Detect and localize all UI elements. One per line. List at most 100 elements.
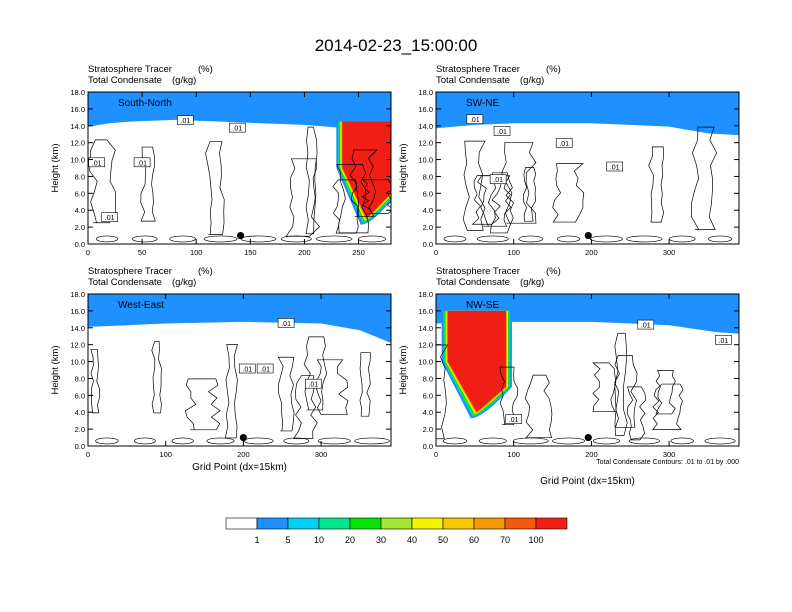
y-tick-label: 6.0 xyxy=(423,391,433,400)
contour-line xyxy=(354,437,390,445)
x-tick-label: 150 xyxy=(244,248,257,257)
contour-label: .01 xyxy=(256,363,274,374)
colorbar-box xyxy=(411,517,444,530)
contour-label-box xyxy=(555,138,573,148)
contour-line xyxy=(206,437,235,445)
contour-line xyxy=(512,437,549,445)
contour-label-text: .01 xyxy=(497,129,507,136)
contour-label-text: .01 xyxy=(181,118,191,125)
contour-line xyxy=(151,341,162,414)
contour-label-box xyxy=(88,157,105,168)
contour-label-text: .01 xyxy=(719,338,729,345)
contour-line xyxy=(501,142,537,224)
contour-line xyxy=(592,437,621,445)
y-tick-label: 14.0 xyxy=(418,122,433,131)
colorbar: 1 5 10 20 30 40 50 60 70 100 xyxy=(225,517,568,545)
contour-line xyxy=(305,126,318,235)
colorbar-box xyxy=(535,517,568,530)
contour-label: .01 xyxy=(555,138,573,148)
panel-label: South-North xyxy=(118,98,172,109)
colorbar-box xyxy=(287,517,320,530)
contour-line xyxy=(524,374,553,439)
contour-label: .01 xyxy=(637,319,655,330)
contour-line xyxy=(95,437,119,445)
plot-border xyxy=(435,293,740,447)
y-tick-label: 18.0 xyxy=(70,290,85,299)
contour-line xyxy=(292,375,318,439)
right-header-2-units: (g/kg) xyxy=(172,277,196,288)
contour-line xyxy=(518,235,543,243)
contour-line xyxy=(224,344,238,439)
contour-line xyxy=(626,386,646,441)
tracer-band xyxy=(436,92,739,136)
colorbar-box xyxy=(380,517,413,530)
y-tick-label: 12.0 xyxy=(70,139,85,148)
contour-label: .01 xyxy=(238,363,256,374)
y-tick-label: 6.0 xyxy=(75,391,85,400)
y-tick-label: 16.0 xyxy=(418,105,433,114)
contour-line xyxy=(704,437,736,445)
contour-line xyxy=(592,362,617,413)
contour-label-box xyxy=(101,212,118,222)
plot-border xyxy=(435,91,740,245)
colorbar-level-label: 20 xyxy=(345,535,355,545)
contour-label: .01 xyxy=(305,378,322,389)
contour-label-text: .01 xyxy=(493,177,503,184)
y-tick-label: 4.0 xyxy=(423,206,433,215)
contour-label-text: .01 xyxy=(92,160,102,167)
x-tick-label: 100 xyxy=(159,450,172,459)
contour-line xyxy=(203,235,238,243)
y-tick-label: 8.0 xyxy=(423,172,433,181)
contour-line xyxy=(442,437,467,445)
contour-label: .01 xyxy=(133,157,151,167)
contour-line xyxy=(169,235,197,243)
y-tick-label: 10.0 xyxy=(70,156,85,165)
colorbar-level-label: 10 xyxy=(314,535,324,545)
colorbar-level-label: 60 xyxy=(469,535,479,545)
x-tick-label: 100 xyxy=(507,450,520,459)
contour-label-box xyxy=(238,363,256,374)
contour-label-text: .01 xyxy=(610,165,620,172)
plot-border xyxy=(87,293,392,447)
contour-line xyxy=(670,437,694,445)
colorbar-box xyxy=(225,517,258,530)
y-tick-label: 18.0 xyxy=(418,290,433,299)
contour-label-box xyxy=(606,161,623,172)
y-tick-label: 2.0 xyxy=(423,425,433,434)
x-tick-label: 0 xyxy=(434,450,438,459)
contour-label: .01 xyxy=(493,126,511,136)
location-marker xyxy=(236,231,245,240)
x-tick-label: 0 xyxy=(86,450,90,459)
intrusion-band xyxy=(342,121,391,219)
contour-label: .01 xyxy=(466,114,484,124)
contour-label: .01 xyxy=(177,115,194,125)
contour-line xyxy=(316,235,353,243)
y-tick-label: 2.0 xyxy=(75,425,85,434)
contour-line xyxy=(655,369,676,415)
contour-label: .01 xyxy=(101,212,118,222)
contour-line xyxy=(589,235,623,243)
contour-label-box xyxy=(229,122,246,133)
y-tick-label: 14.0 xyxy=(70,122,85,131)
contour-line xyxy=(471,175,502,225)
contour-line xyxy=(205,141,225,235)
contour-line xyxy=(499,366,519,426)
contour-line xyxy=(315,359,349,415)
contour-line xyxy=(133,437,156,445)
right-header-2-units: (g/kg) xyxy=(172,75,196,86)
x-tick-label: 200 xyxy=(585,450,598,459)
contour-label-text: .01 xyxy=(242,367,252,374)
main-title: 2014-02-23_15:00:00 xyxy=(315,36,478,55)
contour-line xyxy=(132,235,158,243)
contour-label-text: .01 xyxy=(559,141,569,148)
y-tick-label: 0.0 xyxy=(423,240,433,249)
colorbar-box xyxy=(256,517,289,530)
contour-line xyxy=(336,164,370,234)
x-axis-label: Grid Point (dx=15km) xyxy=(540,476,635,487)
contour-line xyxy=(614,355,638,428)
colorbar-box xyxy=(504,517,537,530)
condensate-contours xyxy=(89,126,391,243)
panel-nw-se: Stratosphere Tracer (%) Total Condensate (g… xyxy=(398,266,740,459)
x-tick-label: 100 xyxy=(507,248,520,257)
y-tick-label: 4.0 xyxy=(75,206,85,215)
